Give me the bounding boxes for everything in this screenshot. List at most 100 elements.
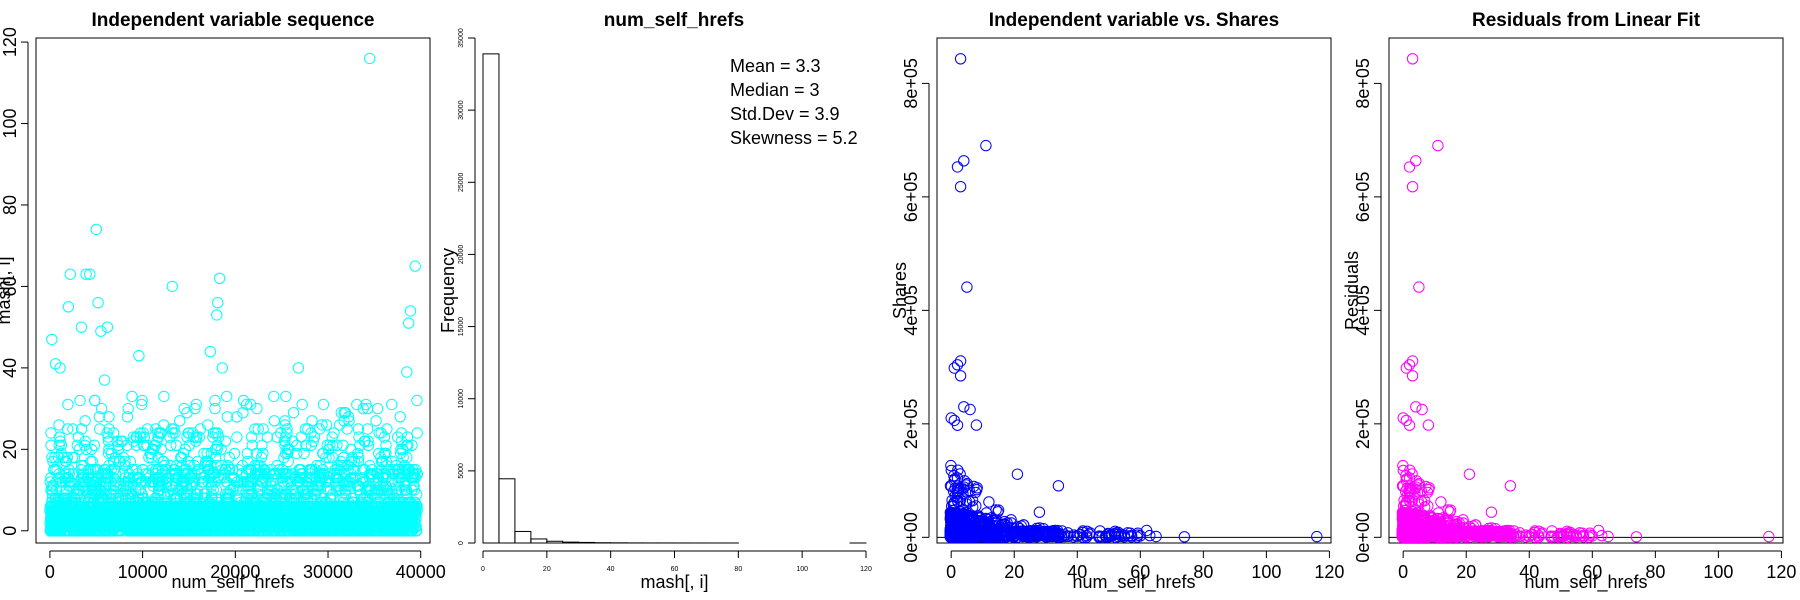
data-point <box>370 415 382 427</box>
stat-line: Mean = 3.3 <box>730 56 821 76</box>
data-point <box>193 431 206 443</box>
data-point <box>231 431 243 443</box>
x-tick-label: 0 <box>45 562 55 582</box>
data-point <box>211 309 223 321</box>
data-point <box>209 402 221 415</box>
y-tick-label: 80 <box>0 195 20 215</box>
data-point <box>138 431 151 443</box>
data-point <box>296 398 308 411</box>
histogram-bar <box>498 478 516 544</box>
data-point <box>249 423 261 435</box>
y-tick-label: 6e+05 <box>901 172 921 223</box>
data-point <box>49 358 62 370</box>
data-point <box>245 431 258 443</box>
x-axis-label: num_self_hrefs <box>171 572 294 593</box>
data-point <box>298 447 310 460</box>
plot-frame <box>936 37 1332 544</box>
data-point <box>409 260 421 272</box>
data-point <box>352 423 365 435</box>
data-point <box>136 394 148 407</box>
y-tick-label: 40 <box>0 358 20 378</box>
chart-title: Independent variable vs. Shares <box>989 10 1279 31</box>
data-point <box>411 427 423 439</box>
data-point <box>299 423 311 435</box>
data-point <box>79 415 91 427</box>
y-tick-label: 0 <box>0 526 20 536</box>
data-point <box>90 223 103 236</box>
data-point <box>361 423 374 435</box>
data-point <box>333 419 346 431</box>
x-tick-label: 40 <box>607 566 615 573</box>
y-tick-label: 8e+05 <box>901 58 921 109</box>
data-point <box>342 411 355 423</box>
data-point <box>280 390 292 403</box>
chart-title: Independent variable sequence <box>92 10 375 31</box>
y-tick-label: 60 <box>0 276 20 296</box>
data-point <box>213 272 226 284</box>
data-point <box>205 447 218 460</box>
y-tick-label: 10000 <box>458 389 465 409</box>
data-point <box>257 447 269 460</box>
data-point <box>335 407 347 419</box>
data-point <box>174 415 186 427</box>
data-point <box>126 390 138 403</box>
data-point <box>395 435 408 447</box>
data-point <box>98 374 111 386</box>
y-tick-label: 0e+00 <box>901 512 921 563</box>
x-tick-label: 0 <box>946 562 956 582</box>
stat-line: Skewness = 5.2 <box>730 128 858 148</box>
data-point <box>62 398 74 411</box>
data-point <box>245 398 257 411</box>
data-point <box>158 390 170 403</box>
data-point <box>404 305 417 317</box>
data-point <box>103 411 115 423</box>
y-tick-label: 120 <box>0 27 20 57</box>
x-tick-label: 80 <box>1193 562 1213 582</box>
data-point <box>268 390 280 403</box>
data-point <box>282 455 294 468</box>
data-point <box>216 362 229 374</box>
data-point <box>317 398 330 411</box>
data-point <box>158 455 170 468</box>
data-point <box>256 439 268 451</box>
data-point <box>85 443 98 455</box>
data-point <box>983 496 995 508</box>
data-point <box>53 419 65 431</box>
data-point <box>351 398 363 411</box>
data-point <box>209 394 221 407</box>
data-point <box>287 407 300 419</box>
data-point <box>202 419 214 431</box>
x-tick-label: 10000 <box>118 562 168 582</box>
data-point <box>94 423 106 435</box>
x-tick-label: 120 <box>860 566 872 573</box>
data-point <box>102 435 115 447</box>
data-point <box>237 394 250 407</box>
y-tick-label: 5000 <box>458 463 465 479</box>
data-point <box>165 439 177 451</box>
x-tick-label: 0 <box>481 566 485 573</box>
data-point <box>281 423 293 435</box>
x-tick-label: 80 <box>734 566 742 573</box>
x-axis: 0 20 40 60 80 100 120 <box>481 550 872 573</box>
y-tick-label: 20 <box>0 439 20 459</box>
chart-title: num_self_hrefs <box>604 10 744 31</box>
data-point <box>166 280 179 293</box>
data-point <box>221 411 234 423</box>
data-point <box>64 268 77 280</box>
histogram-bar <box>482 53 500 544</box>
data-point <box>137 427 150 439</box>
x-tick-label: 100 <box>796 566 808 573</box>
stat-line: Median = 3 <box>730 80 820 100</box>
data-point <box>46 333 58 346</box>
data-point <box>337 439 349 451</box>
data-point <box>212 297 224 309</box>
data-point <box>401 366 413 378</box>
x-tick-label: 40000 <box>396 562 446 582</box>
x-axis-label: num_self_hrefs <box>1072 572 1195 593</box>
y-tick-label: 30000 <box>458 100 465 120</box>
